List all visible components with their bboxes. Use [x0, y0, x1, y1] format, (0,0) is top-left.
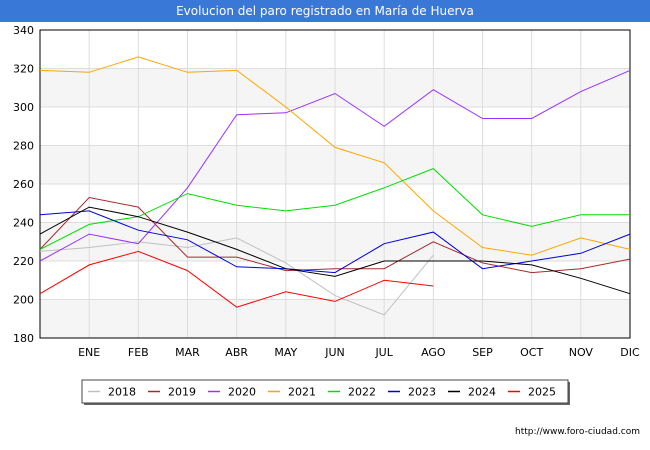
legend-label-2021: 2021	[288, 386, 316, 399]
axes	[39, 29, 631, 339]
watermark-text: http://www.foro-ciudad.com	[515, 427, 640, 437]
x-tick-labels: ENE FEB MAR ABR MAY JUN JUL AGO SEP OCT NOV DIC	[78, 346, 640, 359]
x-tick-label: SEP	[472, 346, 493, 359]
x-tick-label: FEB	[128, 346, 149, 359]
legend-label-2024: 2024	[468, 386, 496, 399]
x-tick-label: AGO	[421, 346, 446, 359]
y-tick-label: 200	[13, 294, 34, 307]
legend: 2018 2019 2020 2021 2022 2023 2024 2025	[81, 379, 570, 405]
legend-label-2020: 2020	[228, 386, 256, 399]
y-tick-label: 340	[13, 24, 34, 37]
y-tick-labels: 180 200 220 240 260 280 300 320 340	[13, 24, 34, 345]
legend-label-2018: 2018	[108, 386, 136, 399]
series-line-2020	[39, 69, 631, 262]
x-tick-label: NOV	[569, 346, 594, 359]
y-tick-label: 180	[13, 332, 34, 345]
x-tick-label: OCT	[520, 346, 543, 359]
x-tick-label: ABR	[225, 346, 248, 359]
y-tick-label: 220	[13, 255, 34, 268]
series-line-2021	[39, 56, 631, 256]
x-tick-label: DIC	[620, 346, 640, 359]
x-tick-label: MAY	[274, 346, 297, 359]
legend-label-2023: 2023	[408, 386, 436, 399]
y-tick-label: 240	[13, 217, 34, 230]
series-line-2018	[39, 237, 434, 316]
x-tick-label: JUL	[374, 346, 393, 359]
y-tick-label: 280	[13, 140, 34, 153]
series-line-2025	[39, 250, 434, 308]
series-line-2023	[39, 210, 631, 274]
plot-frame	[39, 29, 631, 339]
legend-label-2025: 2025	[528, 386, 556, 399]
legend-label-2022: 2022	[348, 386, 376, 399]
legend-box	[81, 379, 569, 404]
series-lines	[39, 56, 631, 316]
series-line-2024	[39, 206, 631, 295]
x-tick-label: MAR	[175, 346, 200, 359]
y-tick-label: 320	[13, 63, 34, 76]
y-tick-label: 260	[13, 178, 34, 191]
x-tick-label: JUN	[324, 346, 345, 359]
series-line-2019	[39, 196, 631, 274]
x-tick-label: ENE	[78, 346, 100, 359]
legend-label-2019: 2019	[168, 386, 196, 399]
chart-title: Evolucion del paro registrado en María d…	[0, 0, 650, 22]
y-tick-label: 300	[13, 101, 34, 114]
